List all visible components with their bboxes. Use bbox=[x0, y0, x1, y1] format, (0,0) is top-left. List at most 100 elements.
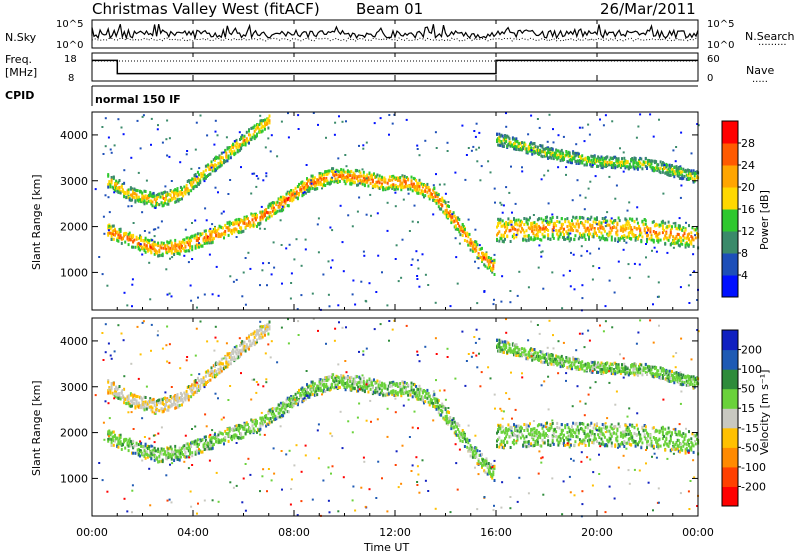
power-cell bbox=[581, 221, 584, 225]
power-noise-cell bbox=[552, 128, 554, 131]
power-cell bbox=[413, 188, 416, 192]
power-noise-cell bbox=[573, 288, 576, 291]
power-noise-cell bbox=[272, 241, 275, 244]
power-cell bbox=[107, 174, 110, 178]
power-cell bbox=[623, 156, 626, 160]
power-cell bbox=[252, 221, 255, 225]
power-noise-cell bbox=[622, 248, 625, 251]
power-cell bbox=[271, 201, 274, 205]
velocity-cell bbox=[118, 394, 121, 398]
power-cell bbox=[434, 195, 437, 199]
power-cell bbox=[112, 186, 115, 190]
power-cell bbox=[606, 155, 609, 159]
velocity-cell bbox=[392, 382, 395, 386]
power-cell bbox=[193, 185, 196, 189]
power-cell bbox=[543, 150, 546, 154]
velocity-cell bbox=[145, 450, 148, 454]
power-cell bbox=[338, 173, 341, 177]
power-cell bbox=[253, 137, 256, 141]
power-cell bbox=[454, 227, 457, 231]
power-cell bbox=[215, 157, 218, 160]
power-cell bbox=[664, 165, 667, 169]
velocity-cell bbox=[487, 468, 490, 472]
power-noise-cell bbox=[688, 302, 691, 304]
power-cell bbox=[506, 223, 509, 227]
velocity-cell bbox=[187, 398, 190, 402]
velocity-cell bbox=[203, 382, 206, 386]
velocity-cell bbox=[424, 400, 427, 404]
power-cell bbox=[219, 235, 222, 238]
velocity-cell bbox=[239, 424, 241, 428]
velocity-cell bbox=[156, 402, 158, 406]
velocity-cell bbox=[306, 388, 308, 392]
power-noise-cell bbox=[300, 294, 303, 297]
velocity-cell bbox=[278, 411, 281, 415]
power-cell bbox=[144, 190, 147, 193]
velocity-cell bbox=[112, 381, 115, 385]
power-cell bbox=[242, 221, 245, 225]
power-cell bbox=[428, 188, 431, 192]
power-cell bbox=[540, 154, 543, 158]
power-noise-cell bbox=[368, 282, 371, 285]
power-cell bbox=[550, 153, 553, 156]
power-noise-cell bbox=[170, 295, 173, 298]
velocity-cell bbox=[413, 394, 416, 398]
power-cell bbox=[191, 185, 194, 189]
velocity-cell bbox=[342, 374, 345, 378]
ytick-label: 4000 bbox=[60, 129, 88, 142]
power-cell bbox=[624, 166, 627, 170]
power-cell bbox=[143, 239, 146, 242]
power-cell bbox=[573, 155, 576, 159]
power-cell bbox=[420, 189, 423, 193]
power-cell bbox=[663, 167, 665, 170]
power-cell bbox=[456, 219, 458, 223]
power-noise-cell bbox=[530, 149, 533, 152]
power-cell bbox=[619, 160, 622, 164]
power-cell bbox=[242, 229, 245, 233]
power-cell bbox=[179, 249, 182, 253]
velocity-cell bbox=[375, 381, 378, 385]
power-cell bbox=[536, 230, 539, 234]
power-cell bbox=[539, 144, 542, 147]
power-cell bbox=[627, 234, 630, 238]
power-cell bbox=[522, 228, 525, 232]
velocity-cell bbox=[427, 392, 430, 396]
power-cell bbox=[231, 228, 233, 232]
power-cell bbox=[564, 220, 567, 224]
power-noise-cell bbox=[197, 296, 199, 299]
power-cell bbox=[290, 196, 293, 200]
power-cell bbox=[690, 231, 693, 235]
power-cell bbox=[591, 235, 594, 238]
velocity-cell bbox=[129, 439, 132, 443]
power-cell bbox=[621, 226, 623, 230]
cpid-mode-text: normal 150 IF bbox=[95, 93, 181, 106]
velocity-cell bbox=[224, 429, 227, 433]
velocity-cell bbox=[162, 403, 165, 406]
velocity-cell bbox=[153, 448, 156, 452]
power-cell bbox=[677, 233, 680, 236]
power-noise-cell bbox=[369, 193, 372, 196]
power-cell bbox=[410, 175, 413, 179]
power-cell bbox=[676, 241, 679, 245]
power-noise-cell bbox=[625, 241, 628, 244]
power-noise-cell bbox=[663, 164, 666, 167]
power-cell bbox=[265, 123, 268, 126]
power-noise-cell bbox=[454, 171, 457, 174]
power-cell bbox=[643, 227, 646, 231]
power-cell bbox=[622, 162, 625, 166]
power-cell bbox=[557, 156, 560, 159]
power-cell bbox=[646, 225, 648, 229]
velocity-cell bbox=[211, 446, 214, 450]
cpid-label: CPID bbox=[5, 89, 34, 102]
power-cell bbox=[550, 148, 553, 151]
power-cell bbox=[617, 237, 620, 241]
power-cell bbox=[527, 237, 530, 241]
power-cell bbox=[557, 237, 560, 241]
power-cell bbox=[593, 157, 596, 161]
power-cell bbox=[240, 227, 243, 231]
power-cell bbox=[246, 224, 249, 227]
power-noise-cell bbox=[310, 179, 313, 182]
power-cell bbox=[191, 245, 194, 249]
power-band4 bbox=[496, 132, 700, 184]
power-cell bbox=[370, 175, 373, 179]
